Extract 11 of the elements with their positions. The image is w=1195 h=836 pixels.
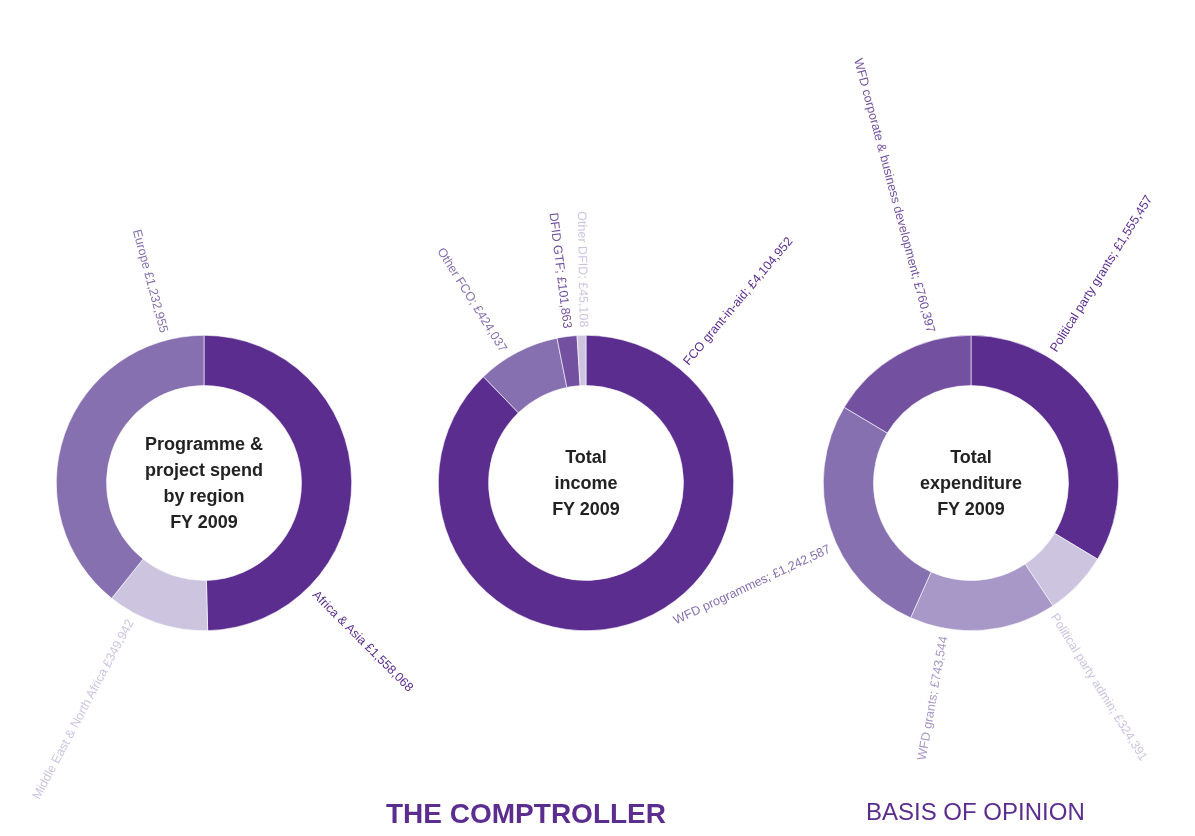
slice-label: Other DFID; £45,108	[574, 211, 591, 328]
text: FY 2009	[169, 511, 239, 534]
text: FY 2009	[936, 498, 1006, 521]
slice-label: DFID GTF; £101,863	[546, 211, 575, 330]
text: THE COMPTROLLER	[386, 798, 666, 830]
slice-label: WFD grants; £743,544	[914, 634, 951, 762]
text: Total expenditure	[919, 446, 1023, 495]
text: Total income	[553, 446, 619, 495]
text: BASIS OF OPINION	[866, 798, 1085, 826]
text: Programme & project spend by region	[143, 433, 264, 508]
text: FY 2009	[551, 498, 621, 521]
